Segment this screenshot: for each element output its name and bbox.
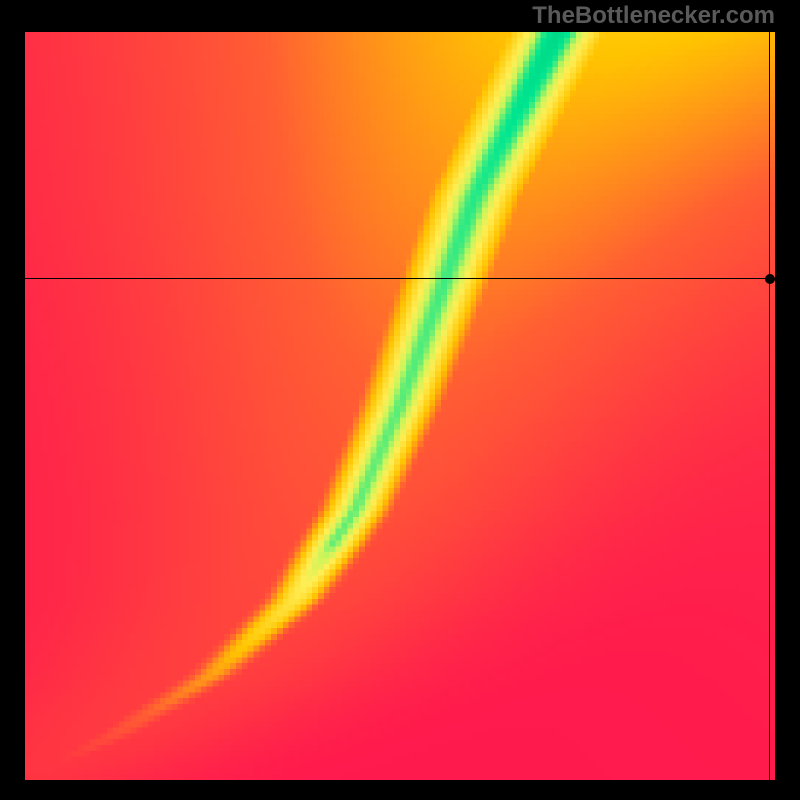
watermark-text: TheBottlenecker.com [532, 2, 775, 30]
bottleneck-heatmap [25, 32, 775, 780]
crosshair-vertical [769, 32, 770, 780]
chart-container: TheBottlenecker.com [0, 0, 800, 800]
crosshair-point [765, 274, 775, 284]
crosshair-horizontal [25, 278, 775, 279]
